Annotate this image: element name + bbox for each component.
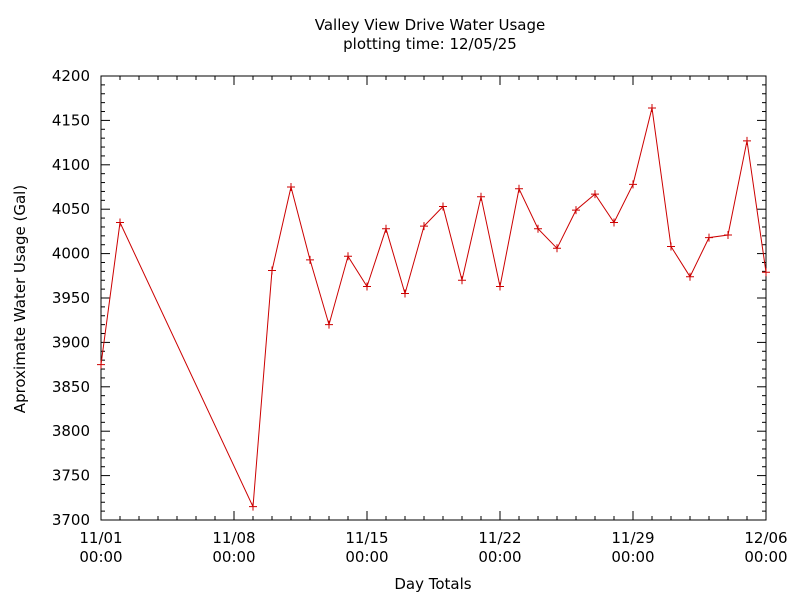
y-tick-label: 3850: [52, 378, 90, 396]
data-point: [382, 224, 390, 233]
data-point: [534, 224, 542, 233]
x-axis-label: Day Totals: [394, 575, 472, 593]
y-tick-label: 3700: [52, 511, 90, 529]
x-tick-label: 00:00: [345, 548, 388, 566]
x-tick-label: 11/08: [212, 529, 255, 547]
data-point: [439, 202, 447, 211]
data-point: [344, 252, 352, 261]
plot-frame: [100, 75, 767, 521]
data-point: [553, 244, 561, 253]
x-tick-label: 11/15: [345, 529, 388, 547]
x-tick-label: 11/29: [611, 529, 654, 547]
y-tick-label: 3950: [52, 289, 90, 307]
y-tick-label: 3800: [52, 422, 90, 440]
x-tick-label: 11/22: [478, 529, 521, 547]
data-point: [667, 242, 675, 251]
data-point: [477, 192, 485, 201]
data-point: [116, 218, 124, 227]
x-tick-label: 00:00: [611, 548, 654, 566]
data-point: [268, 266, 276, 275]
data-point: [610, 218, 618, 227]
chart-title: Valley View Drive Water Usage: [314, 16, 546, 34]
data-point: [648, 103, 656, 112]
data-point: [629, 180, 637, 189]
x-tick-label: 12/06: [744, 529, 787, 547]
data-point: [363, 282, 371, 291]
x-tick-label: 00:00: [79, 548, 122, 566]
chart-title-block: Valley View Drive Water Usage plotting t…: [0, 16, 800, 54]
x-tick-label: 00:00: [744, 548, 787, 566]
y-tick-label: 3750: [52, 467, 90, 485]
data-point: [249, 502, 257, 511]
x-tick-label: 00:00: [478, 548, 521, 566]
data-point: [762, 268, 770, 277]
series-line: [100, 107, 767, 509]
data-point: [97, 360, 105, 369]
y-axis-label: Aproximate Water Usage (Gal): [11, 184, 29, 414]
data-point: [572, 206, 580, 215]
data-point: [401, 289, 409, 298]
data-point: [724, 230, 732, 239]
y-tick-label: 4100: [52, 156, 90, 174]
y-tick-label: 3900: [52, 333, 90, 351]
data-point: [705, 233, 713, 242]
y-tick-label: 4150: [52, 111, 90, 129]
data-point: [496, 282, 504, 291]
data-point: [686, 272, 694, 281]
data-point: [325, 320, 333, 329]
x-tick-label: 11/01: [79, 529, 122, 547]
data-point: [591, 190, 599, 199]
data-point: [458, 276, 466, 285]
data-point: [306, 255, 314, 264]
data-point: [743, 136, 751, 145]
data-point: [420, 222, 428, 231]
y-tick-label: 4000: [52, 245, 90, 263]
x-tick-label: 00:00: [212, 548, 255, 566]
data-point: [515, 184, 523, 193]
y-tick-label: 4050: [52, 200, 90, 218]
data-point: [287, 183, 295, 191]
y-tick-label: 4200: [52, 67, 90, 85]
chart-subtitle: plotting time: 12/05/25: [343, 35, 517, 53]
